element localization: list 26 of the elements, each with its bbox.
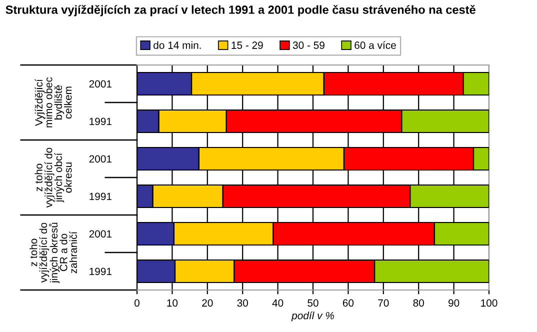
legend-label: 15 - 29 [232,42,263,49]
text: Vyjíždějící mimo obec bydliště celkem [34,77,72,128]
x-tick-label: 20 [202,299,213,307]
x-tick-label: 80 [413,299,424,307]
x-tick-label: 70 [378,299,389,307]
x-tick-label: 40 [272,299,284,307]
x-tick-label: 50 [308,299,318,307]
x-tick-label: 90 [448,299,460,307]
x-tick-label: 10 [167,299,178,307]
x-tick-label: 30 [237,299,248,307]
x-tick-label: 60 [342,299,354,307]
legend-label: 60 a více [354,41,396,49]
y-tick-label: 2001 [89,155,112,163]
x-axis-title: podíl v % [291,312,334,322]
legend-label: 30 - 59 [292,42,324,49]
y-tick-label: 2001 [89,80,112,88]
y-tick-label: 1991 [90,192,112,200]
chart-title: Struktura vyjíždějících za prací v letech 1991 a 2001 podle času stráveného na cestě [6,4,476,16]
text: z toho vyjíždějící do jiných obcí okresu [34,148,72,208]
y-tick-label: 2001 [89,230,112,238]
legend-label: do 14 min. [154,41,201,49]
x-tick-label: 100 [481,299,498,307]
text: z toho vyjíždějící do jiných okresů ČR a do zahraničí [30,222,77,284]
x-tick-label: 0 [134,299,140,307]
y-tick-label: 1991 [90,118,112,126]
y-tick-label: 1991 [90,268,112,276]
